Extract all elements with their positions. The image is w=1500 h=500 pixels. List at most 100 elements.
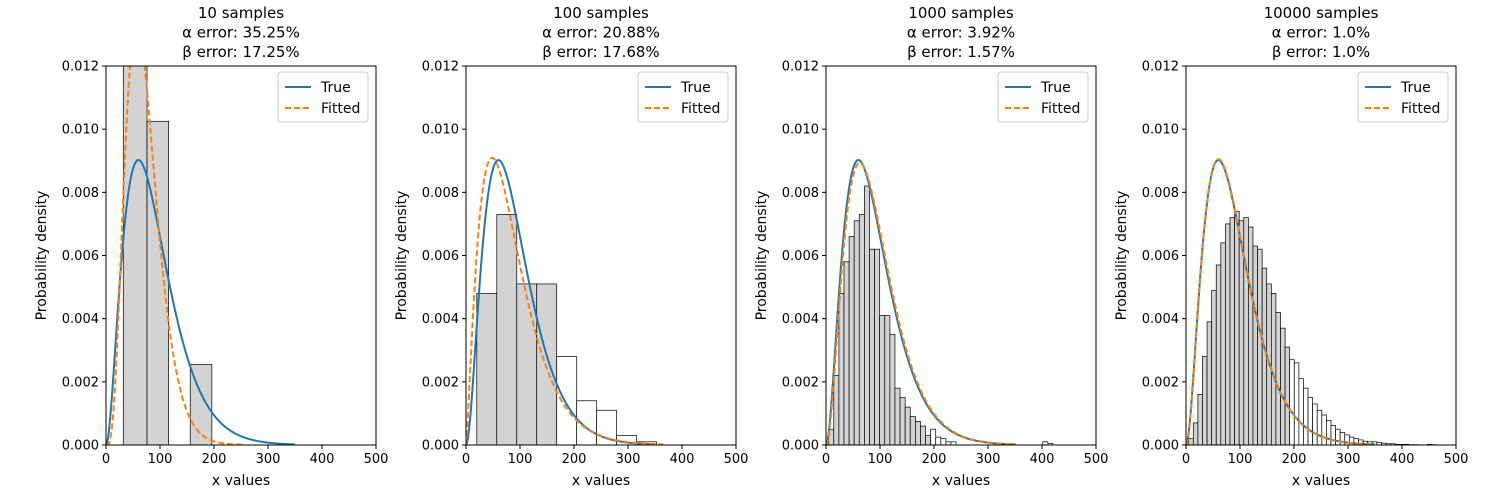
histogram-bar bbox=[858, 214, 865, 445]
series-line-fitted bbox=[106, 66, 243, 445]
histogram-bar bbox=[899, 397, 906, 445]
histogram-bar bbox=[874, 248, 881, 445]
x-tick-label: 500 bbox=[1444, 452, 1469, 467]
histogram-bar bbox=[122, 66, 148, 445]
x-tick-label: 300 bbox=[256, 452, 281, 467]
histogram-bar bbox=[1234, 210, 1240, 445]
chart-panel: 0 100 200 300 400 500 0.000 0.002 0.004 0.006 0.00… bbox=[34, 4, 388, 489]
legend: True Fitted bbox=[1357, 71, 1449, 123]
histogram-bar bbox=[904, 406, 911, 445]
histogram-bar bbox=[838, 293, 845, 445]
series-line-fitted bbox=[1186, 158, 1376, 445]
y-tick-label: 0.012 bbox=[1142, 60, 1179, 75]
y-tick-label: 0.002 bbox=[782, 375, 819, 390]
chart-title-line: β error: 1.57% bbox=[907, 43, 1015, 61]
x-tick-label: 500 bbox=[724, 452, 749, 467]
x-tick-label: 300 bbox=[1336, 452, 1361, 467]
legend-label-true: True bbox=[320, 80, 351, 96]
chart-title-line: α error: 1.0% bbox=[1272, 24, 1371, 42]
x-tick-label: 400 bbox=[1030, 452, 1055, 467]
x-tick-label: 100 bbox=[868, 452, 893, 467]
histogram-bar bbox=[1197, 394, 1203, 445]
histogram-bar bbox=[950, 441, 957, 445]
y-tick-label: 0.010 bbox=[62, 123, 99, 138]
y-tick-label: 0.006 bbox=[782, 249, 819, 264]
x-tick-label: 200 bbox=[562, 452, 587, 467]
y-tick-label: 0.006 bbox=[1142, 249, 1179, 264]
x-tick-label: 200 bbox=[202, 452, 227, 467]
histogram-bar bbox=[1312, 403, 1318, 445]
legend-box bbox=[637, 71, 729, 123]
histogram-bar bbox=[920, 425, 926, 445]
chart-panel: 0 100 200 300 400 500 0.000 0.002 0.004 0.006 0.00… bbox=[394, 4, 748, 489]
y-tick-label: 0.000 bbox=[422, 439, 459, 454]
x-tick-label: 200 bbox=[1282, 452, 1307, 467]
y-tick-label: 0.008 bbox=[422, 186, 459, 201]
histogram-bar bbox=[864, 185, 870, 445]
y-axis-label: Probability density bbox=[394, 191, 410, 321]
y-tick-label: 0.000 bbox=[1142, 439, 1179, 454]
legend-label-true: True bbox=[680, 80, 711, 96]
histogram bbox=[476, 214, 657, 445]
histogram-bar bbox=[869, 248, 875, 445]
histogram-bar bbox=[894, 387, 901, 445]
histogram-bar bbox=[848, 236, 855, 445]
series-line-true bbox=[106, 159, 296, 445]
series-line-fitted bbox=[466, 156, 664, 445]
histogram bbox=[1188, 210, 1437, 445]
x-tick-label: 0 bbox=[102, 452, 110, 467]
histogram-bar bbox=[1229, 217, 1235, 445]
chart-title-line: 100 samples bbox=[553, 4, 649, 22]
histogram-bar bbox=[146, 120, 169, 445]
y-tick-label: 0.012 bbox=[422, 60, 459, 75]
y-tick-label: 0.006 bbox=[62, 249, 99, 264]
histogram-bar bbox=[1280, 327, 1286, 445]
y-tick-label: 0.006 bbox=[422, 249, 459, 264]
histogram-bar bbox=[1192, 422, 1199, 445]
y-tick-label: 0.000 bbox=[62, 439, 99, 454]
x-tick-label: 400 bbox=[1390, 452, 1415, 467]
y-axis-label: Probability density bbox=[1114, 191, 1130, 321]
histogram-bar bbox=[879, 315, 886, 445]
histogram-bar bbox=[909, 416, 916, 445]
histogram-bar bbox=[1215, 264, 1222, 445]
y-tick-label: 0.002 bbox=[422, 375, 459, 390]
chart-title-line: α error: 20.88% bbox=[542, 24, 660, 42]
legend-label-fitted: Fitted bbox=[1401, 101, 1440, 117]
histogram-bar bbox=[1248, 226, 1254, 445]
histogram-bar bbox=[556, 356, 578, 445]
y-tick-label: 0.004 bbox=[1142, 312, 1179, 327]
y-axis-label: Probability density bbox=[754, 191, 770, 321]
histogram-bar bbox=[1188, 438, 1194, 445]
histogram-bar bbox=[1220, 242, 1226, 445]
chart-panel: 0 100 200 300 400 500 0.000 0.002 0.004 0.006 0.00… bbox=[1114, 4, 1468, 489]
histogram-bar bbox=[1202, 356, 1208, 445]
legend-box bbox=[277, 71, 369, 123]
x-tick-label: 0 bbox=[822, 452, 830, 467]
x-axis-label: x values bbox=[1292, 473, 1350, 489]
histogram-bar bbox=[1298, 378, 1304, 445]
x-axis-label: x values bbox=[572, 473, 630, 489]
x-tick-label: 0 bbox=[462, 452, 470, 467]
histogram-bar bbox=[1225, 223, 1231, 445]
histogram-bar bbox=[1275, 312, 1281, 445]
histogram-bar bbox=[1330, 425, 1336, 445]
x-tick-label: 0 bbox=[1182, 452, 1190, 467]
histogram-bar bbox=[1316, 409, 1323, 445]
histogram-bar bbox=[1307, 397, 1313, 445]
y-tick-label: 0.008 bbox=[782, 186, 819, 201]
histogram-bar bbox=[843, 261, 850, 445]
x-tick-label: 100 bbox=[148, 452, 173, 467]
histogram-bar bbox=[940, 438, 947, 445]
y-tick-label: 0.010 bbox=[422, 123, 459, 138]
legend-label-fitted: Fitted bbox=[681, 101, 720, 117]
y-tick-label: 0.008 bbox=[1142, 186, 1179, 201]
chart-title-line: α error: 3.92% bbox=[907, 24, 1015, 42]
histogram-bar bbox=[1326, 420, 1332, 445]
chart-title-line: 1000 samples bbox=[908, 4, 1013, 22]
y-tick-label: 0.012 bbox=[782, 60, 819, 75]
y-axis-label: Probability density bbox=[34, 191, 50, 321]
chart-title-line: 10 samples bbox=[198, 4, 284, 22]
x-tick-label: 500 bbox=[1084, 452, 1109, 467]
